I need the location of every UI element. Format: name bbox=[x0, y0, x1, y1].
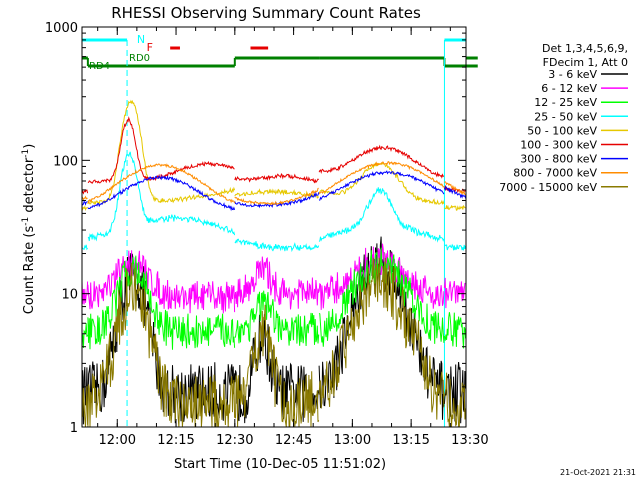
flag-label-N: N bbox=[137, 33, 145, 46]
series-line-3 bbox=[81, 151, 467, 253]
legend-entry-label: 800 - 7000 keV bbox=[513, 167, 597, 180]
y-axis-label: Count Rate (s-1 detector-1) bbox=[21, 144, 37, 315]
y-tick-label: 100 bbox=[53, 154, 78, 169]
y-tick-label: 1000 bbox=[45, 21, 78, 36]
legend-header: FDecim 1, Att 0 bbox=[543, 56, 628, 69]
axes: 12:00 12:15 12:30 12:45 13:00 13:15 13:30 1 10 10… bbox=[45, 21, 489, 448]
x-tick-label: 12:15 bbox=[157, 433, 194, 448]
x-tick-label: 12:45 bbox=[275, 433, 312, 448]
series-line-5 bbox=[81, 116, 466, 195]
x-tick-label: 12:00 bbox=[99, 433, 136, 448]
series-lines bbox=[81, 99, 467, 428]
legend: Det 1,3,4,5,6,9,FDecim 1, Att 03 - 6 keV… bbox=[499, 42, 628, 194]
flag-label-F: F bbox=[147, 41, 153, 54]
legend-entry-label: 50 - 100 keV bbox=[527, 124, 597, 137]
legend-entry-label: 7000 - 15000 keV bbox=[499, 181, 597, 194]
legend-entry-label: 6 - 12 keV bbox=[541, 82, 597, 95]
x-tick-label: 13:00 bbox=[334, 433, 371, 448]
legend-entry-label: 300 - 800 keV bbox=[520, 153, 597, 166]
series-line-1 bbox=[81, 243, 466, 314]
series-line-7 bbox=[81, 160, 466, 206]
x-tick-label: 13:30 bbox=[451, 433, 488, 448]
footer-date: 21-Oct-2021 21:31 bbox=[560, 468, 636, 477]
series-line-0 bbox=[81, 236, 467, 425]
y-tick-label: 10 bbox=[61, 288, 78, 303]
x-tick-label: 13:15 bbox=[392, 433, 429, 448]
series-line-2 bbox=[81, 247, 467, 350]
legend-entry-label: 3 - 6 keV bbox=[548, 68, 597, 81]
legend-entry-label: 12 - 25 keV bbox=[534, 96, 597, 109]
y-tick-label: 1 bbox=[70, 421, 78, 436]
legend-header: Det 1,3,4,5,6,9, bbox=[542, 42, 628, 55]
series-line-8 bbox=[81, 257, 467, 428]
series-line-4 bbox=[81, 99, 466, 211]
chart-title: RHESSI Observing Summary Count Rates bbox=[111, 4, 421, 22]
series-line-6 bbox=[81, 170, 467, 212]
legend-entry-label: 100 - 300 keV bbox=[520, 139, 597, 152]
flag-label-RD4: RD4 bbox=[89, 61, 110, 72]
flag-label-RD0: RD0 bbox=[129, 53, 150, 64]
x-axis-label: Start Time (10-Dec-05 11:51:02) bbox=[174, 457, 386, 472]
legend-entry-label: 25 - 50 keV bbox=[534, 110, 597, 123]
x-tick-label: 12:30 bbox=[216, 433, 253, 448]
